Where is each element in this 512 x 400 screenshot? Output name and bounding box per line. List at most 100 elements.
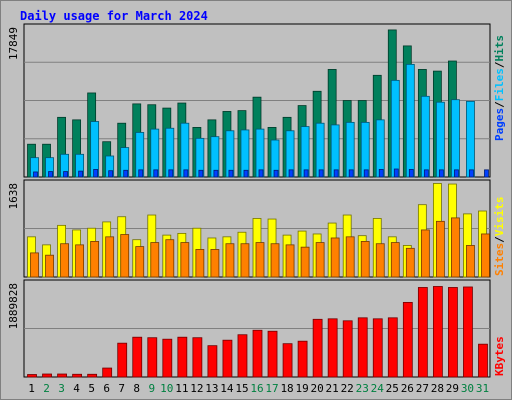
day-label-1: 1 — [28, 382, 35, 395]
bar-pages-day-17 — [273, 169, 279, 178]
bar-pages-day-19 — [303, 169, 309, 178]
bar-kbytes-day-3 — [57, 373, 67, 378]
day-label-20: 20 — [311, 382, 324, 395]
day-label-25: 25 — [386, 382, 399, 395]
bar-kbytes-day-1 — [27, 374, 37, 378]
bar-kbytes-day-19 — [297, 340, 308, 378]
day-label-4: 4 — [73, 382, 80, 395]
day-label-28: 28 — [431, 382, 444, 395]
bar-pages-day-31 — [484, 169, 489, 178]
day-label-31: 31 — [476, 382, 489, 395]
bar-pages-day-15 — [243, 169, 249, 178]
bar-kbytes-day-18 — [282, 343, 293, 378]
bar-sites-day-19 — [300, 246, 310, 278]
bar-files-day-21 — [330, 124, 340, 178]
day-label-3: 3 — [58, 382, 65, 395]
day-label-30: 30 — [461, 382, 474, 395]
bar-files-day-25 — [390, 79, 400, 178]
legend-3: KBytes — [493, 336, 506, 376]
bar-kbytes-day-31 — [478, 343, 488, 378]
bar-kbytes-day-14 — [222, 339, 233, 378]
bar-files-day-11 — [180, 122, 190, 178]
day-label-29: 29 — [446, 382, 459, 395]
bar-pages-day-3 — [63, 171, 68, 178]
bar-pages-day-10 — [168, 169, 174, 178]
bar-kbytes-day-29 — [448, 287, 458, 378]
panel-2-max-label: 1638 — [7, 183, 20, 210]
bar-pages-day-8 — [138, 169, 144, 178]
legend-sep: / — [493, 101, 506, 108]
bar-sites-day-13 — [210, 249, 220, 278]
bar-kbytes-day-8 — [132, 336, 143, 378]
day-label-23: 23 — [356, 382, 369, 395]
bar-sites-day-6 — [105, 236, 115, 278]
bar-pages-day-30 — [469, 169, 474, 178]
bar-kbytes-day-23 — [357, 317, 368, 378]
bar-pages-day-9 — [153, 169, 159, 178]
legend-files: Files — [493, 68, 506, 101]
bar-sites-day-20 — [315, 242, 325, 278]
bar-sites-day-1 — [30, 252, 39, 278]
legend-kbytes: KBytes — [493, 336, 506, 376]
bar-sites-day-8 — [135, 246, 145, 278]
bar-sites-day-10 — [165, 239, 175, 278]
legend-sep: / — [493, 236, 506, 243]
panel-3-max-label: 1889828 — [7, 283, 20, 329]
bar-kbytes-day-5 — [87, 373, 98, 378]
bar-kbytes-day-16 — [252, 329, 263, 378]
day-label-21: 21 — [326, 382, 339, 395]
bar-sites-day-12 — [195, 249, 205, 278]
bar-kbytes-day-2 — [42, 373, 52, 378]
bar-files-day-5 — [90, 121, 100, 178]
bar-kbytes-day-6 — [102, 367, 113, 378]
legend-hits: Hits — [493, 35, 506, 62]
bar-kbytes-day-24 — [372, 318, 383, 378]
bar-kbytes-day-7 — [117, 342, 128, 378]
bar-sites-day-29 — [451, 217, 460, 278]
bar-files-day-22 — [345, 121, 355, 178]
day-label-22: 22 — [341, 382, 354, 395]
day-label-14: 14 — [220, 382, 234, 395]
bar-kbytes-day-13 — [207, 345, 218, 378]
bar-sites-day-11 — [180, 242, 190, 278]
bar-sites-day-24 — [375, 243, 385, 278]
bar-pages-day-23 — [363, 169, 369, 178]
bar-kbytes-day-10 — [162, 338, 173, 378]
bar-sites-day-25 — [390, 242, 400, 278]
bar-sites-day-9 — [150, 242, 160, 278]
bar-pages-day-12 — [198, 169, 204, 178]
panel-1-max-label: 17849 — [7, 27, 20, 60]
legend-2: Sites/Visits — [493, 197, 506, 277]
bar-sites-day-30 — [466, 245, 475, 278]
day-label-2: 2 — [43, 382, 50, 395]
day-label-8: 8 — [133, 382, 140, 395]
bar-pages-day-24 — [378, 169, 384, 178]
day-label-18: 18 — [280, 382, 293, 395]
bar-pages-day-20 — [318, 169, 324, 178]
bar-kbytes-day-17 — [267, 330, 278, 378]
chart-title: Daily usage for March 2024 — [20, 9, 208, 23]
bar-pages-day-28 — [438, 169, 444, 178]
bar-pages-day-27 — [423, 169, 429, 178]
bar-files-day-27 — [420, 95, 430, 178]
bar-sites-day-5 — [90, 241, 100, 278]
bar-files-day-30 — [466, 100, 475, 178]
bar-pages-day-21 — [333, 169, 339, 178]
day-label-19: 19 — [295, 382, 308, 395]
bar-kbytes-day-4 — [72, 373, 83, 378]
bar-pages-day-7 — [123, 169, 129, 178]
day-label-6: 6 — [103, 382, 110, 395]
bar-kbytes-day-12 — [192, 337, 203, 378]
bar-files-day-28 — [435, 101, 445, 178]
bar-files-day-29 — [451, 99, 460, 178]
day-label-7: 7 — [118, 382, 125, 395]
day-label-26: 26 — [401, 382, 414, 395]
bar-pages-day-29 — [454, 169, 459, 178]
legend-sites: Sites — [493, 243, 506, 276]
bar-sites-day-16 — [255, 242, 265, 278]
bar-sites-day-2 — [45, 254, 54, 278]
legend-visits: Visits — [493, 197, 506, 237]
bar-pages-day-26 — [408, 169, 414, 178]
bar-pages-day-2 — [48, 171, 53, 178]
